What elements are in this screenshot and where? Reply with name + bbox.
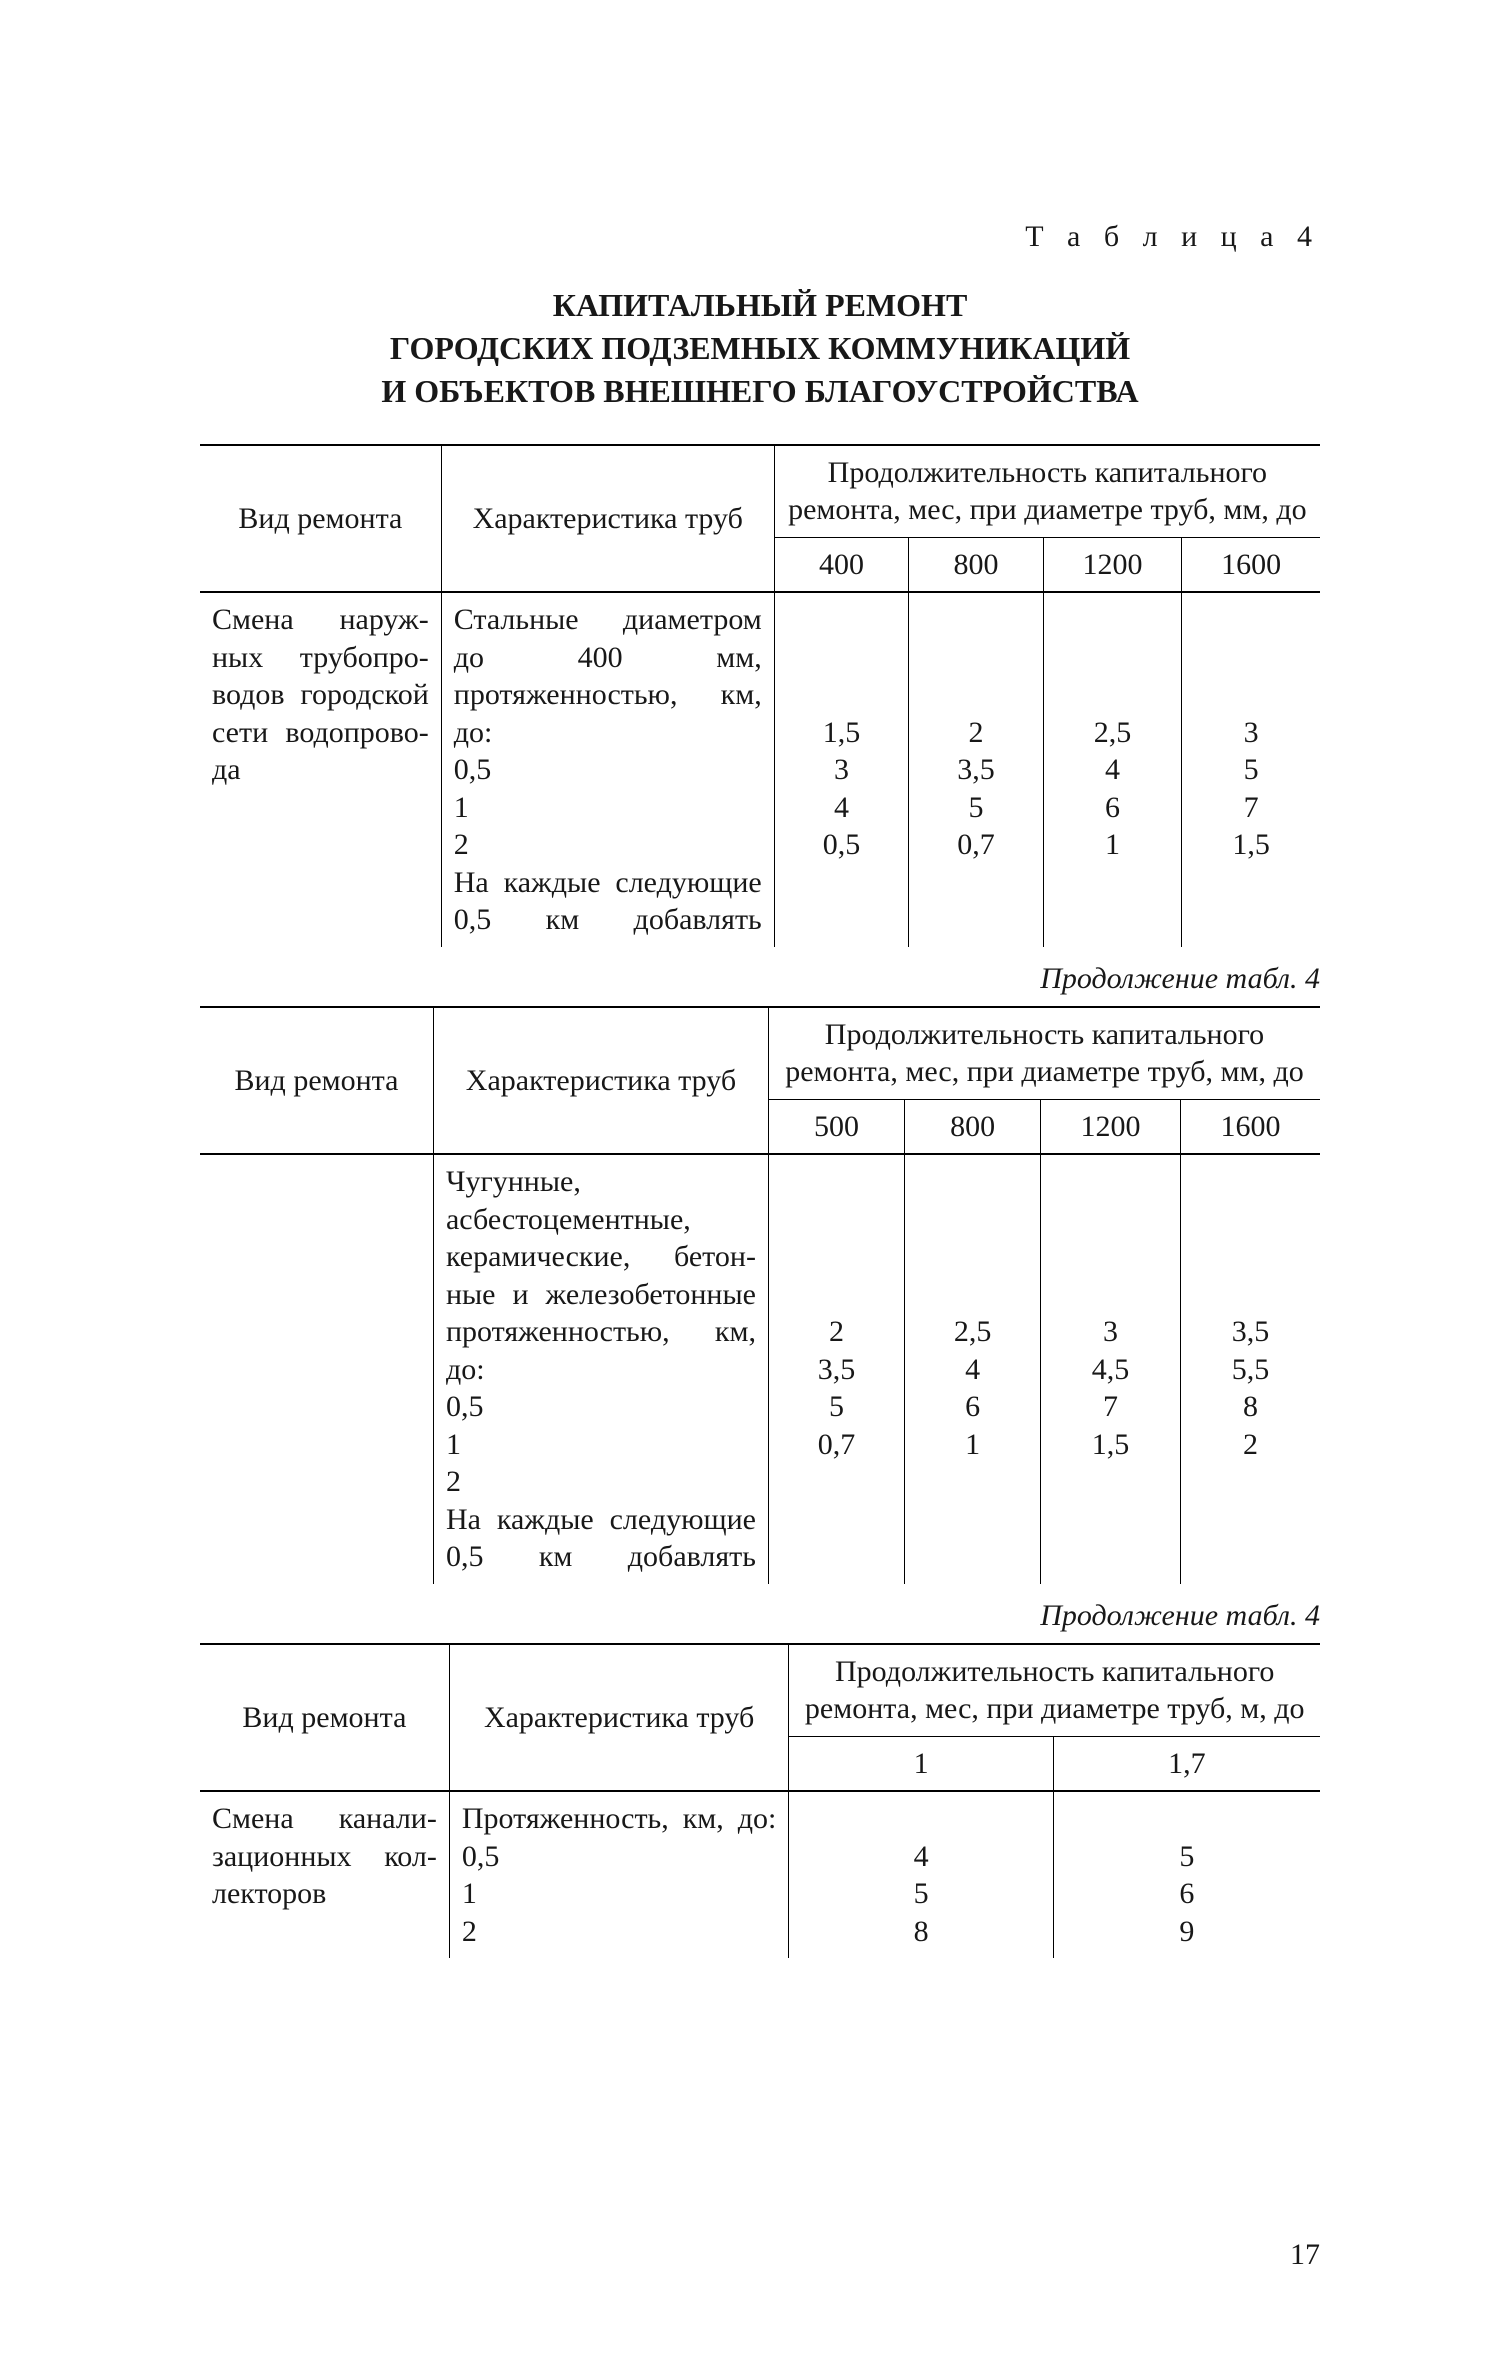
t3-vid: Смена канали­зационных кол­лекторов [200, 1791, 449, 1958]
th-vid: Вид ремонта [200, 445, 441, 593]
th-1600: 1600 [1182, 537, 1320, 592]
t2-c2: 2,5 4 6 1 [905, 1154, 1041, 1584]
page: Т а б л и ц а 4 КАПИТАЛЬНЫЙ РЕМОНТ ГОРОД… [0, 0, 1500, 2362]
th-500: 500 [768, 1099, 904, 1154]
th-1m: 1 [789, 1736, 1053, 1791]
th-800b: 800 [905, 1099, 1041, 1154]
table-2: Вид ремонта Характеристика труб Продолжи… [200, 1006, 1320, 1584]
title-line-1: КАПИТАЛЬНЫЙ РЕМОНТ [553, 287, 968, 323]
t3-char: Протяженность, км, до: 0,5 1 2 [449, 1791, 789, 1958]
th-1600b: 1600 [1181, 1099, 1320, 1154]
t1-c4: 3 5 7 1,5 [1182, 592, 1320, 947]
table-3: Вид ремонта Характеристика труб Продолжи… [200, 1643, 1320, 1959]
t2-char: Чугунные, асбестоцемент­ные, керамически… [433, 1154, 768, 1584]
t2-vid [200, 1154, 433, 1584]
t1-vid: Смена наруж­ных трубопро­водов городской… [200, 592, 441, 947]
t1-c3: 2,5 4 6 1 [1043, 592, 1182, 947]
title-line-2: ГОРОДСКИХ ПОДЗЕМНЫХ КОММУНИКАЦИЙ [390, 330, 1130, 366]
table-number: Т а б л и ц а 4 [200, 220, 1320, 254]
th-vid-2: Вид ремонта [200, 1007, 433, 1155]
t2-c1: 2 3,5 5 0,7 [768, 1154, 904, 1584]
th-char: Характеристика труб [441, 445, 774, 593]
th-1200b: 1200 [1041, 1099, 1181, 1154]
th-400: 400 [774, 537, 908, 592]
t1-c1: 1,5 3 4 0,5 [774, 592, 908, 947]
th-span-3: Продолжительность капитального ремонта, … [789, 1644, 1320, 1737]
t3-c1: 4 5 8 [789, 1791, 1053, 1958]
th-char-2: Характеристика труб [433, 1007, 768, 1155]
t2-c4: 3,5 5,5 8 2 [1181, 1154, 1320, 1584]
title-line-3: И ОБЪЕКТОВ ВНЕШНЕГО БЛАГОУСТРОЙСТВА [381, 373, 1138, 409]
th-1_7m: 1,7 [1053, 1736, 1320, 1791]
th-800: 800 [909, 537, 1043, 592]
continuation-1: Продолжение табл. 4 [200, 962, 1320, 996]
t1-char: Стальные диаметром до 400 мм, протяженно… [441, 592, 774, 947]
t1-c2: 2 3,5 5 0,7 [909, 592, 1043, 947]
page-number: 17 [1290, 2238, 1320, 2272]
table-1: Вид ремонта Характеристика труб Продолжи… [200, 444, 1320, 947]
t2-c3: 3 4,5 7 1,5 [1041, 1154, 1181, 1584]
th-1200: 1200 [1043, 537, 1182, 592]
th-span-2: Продолжительность капитального ремонта, … [768, 1007, 1320, 1100]
th-span: Продолжительность капитального ремонта, … [774, 445, 1320, 538]
page-title: КАПИТАЛЬНЫЙ РЕМОНТ ГОРОДСКИХ ПОДЗЕМНЫХ К… [200, 284, 1320, 414]
continuation-2: Продолжение табл. 4 [200, 1599, 1320, 1633]
th-vid-3: Вид ремонта [200, 1644, 449, 1792]
th-char-3: Характеристика труб [449, 1644, 789, 1792]
t3-c2: 5 6 9 [1053, 1791, 1320, 1958]
